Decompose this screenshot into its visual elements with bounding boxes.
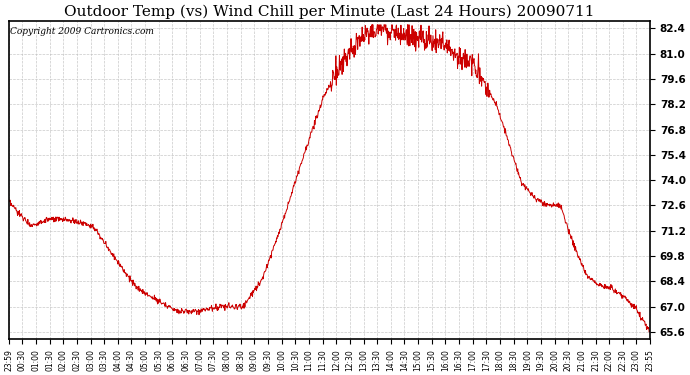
Title: Outdoor Temp (vs) Wind Chill per Minute (Last 24 Hours) 20090711: Outdoor Temp (vs) Wind Chill per Minute … <box>64 4 595 18</box>
Text: Copyright 2009 Cartronics.com: Copyright 2009 Cartronics.com <box>10 27 154 36</box>
